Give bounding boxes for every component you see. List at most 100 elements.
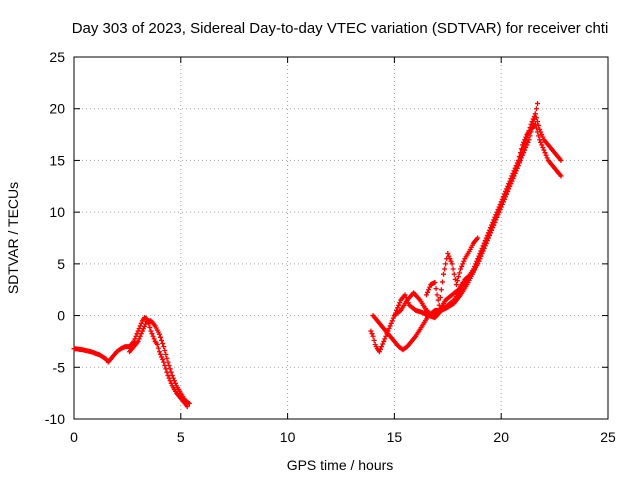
data-point: [138, 331, 144, 337]
data-point: [505, 188, 511, 194]
chart-title: Day 303 of 2023, Sidereal Day-to-day VTE…: [72, 20, 609, 37]
data-point: [524, 142, 530, 148]
data-point: [159, 354, 165, 360]
data-point: [137, 323, 143, 329]
data-point: [132, 336, 138, 342]
data-point: [427, 284, 433, 290]
data-point: [161, 344, 167, 350]
data-point: [541, 147, 547, 153]
data-point: [537, 126, 543, 132]
data-point: [434, 292, 440, 298]
data-point: [489, 227, 495, 233]
data-point: [475, 261, 481, 267]
y-tick-label: 15: [49, 152, 65, 168]
x-tick-label: 20: [493, 429, 509, 445]
data-point: [148, 328, 154, 334]
data-point: [479, 251, 485, 257]
data-point: [442, 266, 448, 272]
data-point: [425, 289, 431, 295]
data-point: [533, 125, 539, 131]
data-point: [517, 157, 523, 163]
data-point: [165, 373, 171, 379]
data-point: [537, 137, 543, 143]
data-point: [160, 357, 166, 363]
data-point: [167, 378, 173, 384]
data-point: [481, 245, 487, 251]
data-point: [527, 133, 533, 139]
data-point: [475, 235, 481, 241]
data-point: [160, 340, 166, 346]
data-point: [523, 145, 529, 150]
data-point: [158, 334, 164, 340]
data-point: [396, 302, 402, 308]
data-point: [458, 266, 464, 272]
data-point: [156, 349, 162, 355]
data-point: [379, 344, 385, 350]
data-point: [445, 251, 451, 257]
y-tick-label: 25: [49, 49, 65, 65]
data-point: [486, 232, 492, 238]
data-point: [439, 279, 445, 285]
data-point: [512, 170, 518, 176]
data-point: [166, 375, 172, 381]
data-point: [186, 400, 192, 406]
data-point: [451, 271, 457, 277]
data-point: [538, 129, 544, 135]
data-point: [522, 147, 528, 153]
data-point: [515, 163, 521, 169]
data-point: [168, 380, 174, 386]
data-point: [482, 243, 488, 249]
data-point: [453, 282, 459, 288]
data-point: [159, 337, 165, 343]
data-point: [433, 286, 439, 292]
data-point: [511, 173, 517, 179]
data-point: [477, 256, 483, 262]
data-point: [436, 302, 442, 308]
data-point: [172, 380, 178, 386]
data-point: [513, 168, 519, 174]
data-point: [460, 261, 466, 267]
data-point: [378, 346, 384, 352]
data-point: [540, 134, 546, 140]
data-point: [150, 333, 156, 339]
x-tick-labels: 0 5 10 15 20 25: [70, 429, 616, 445]
data-point: [131, 338, 137, 344]
data-point: [502, 194, 508, 200]
data-point: [184, 404, 190, 410]
data-point: [389, 318, 395, 324]
data-point: [493, 217, 499, 223]
data-point: [390, 315, 396, 321]
data-point: [478, 253, 484, 259]
data-point: [497, 207, 503, 213]
x-tick-label: 0: [70, 429, 78, 445]
data-point: [558, 173, 564, 179]
x-tick-label: 10: [280, 429, 296, 445]
data-point: [535, 119, 541, 125]
data-point: [171, 378, 177, 384]
data-point: [485, 235, 491, 241]
x-tick-label: 5: [177, 429, 185, 445]
data-point: [521, 150, 527, 156]
data-point: [538, 139, 544, 145]
data-point: [526, 137, 532, 143]
x-tick-label: 15: [387, 429, 403, 445]
data-point: [525, 139, 531, 145]
data-point: [507, 183, 513, 189]
data-point: [543, 152, 549, 158]
data-point: [169, 373, 175, 379]
y-tick-label: 20: [49, 101, 65, 117]
data-point: [449, 261, 455, 267]
data-point: [501, 196, 507, 202]
y-axis-label: SDTVAR / TECUs: [5, 182, 21, 294]
data-point: [383, 333, 389, 339]
data-point: [539, 132, 545, 138]
grid-lines: [74, 57, 608, 419]
data-point: [395, 305, 401, 311]
y-tick-label: 5: [57, 256, 65, 272]
series-afternoon-spikes: [423, 235, 481, 308]
data-point: [386, 326, 392, 331]
series-morning-segment: [71, 315, 190, 410]
data-point: [437, 294, 443, 300]
data-point: [435, 297, 441, 303]
data-point: [163, 366, 169, 372]
